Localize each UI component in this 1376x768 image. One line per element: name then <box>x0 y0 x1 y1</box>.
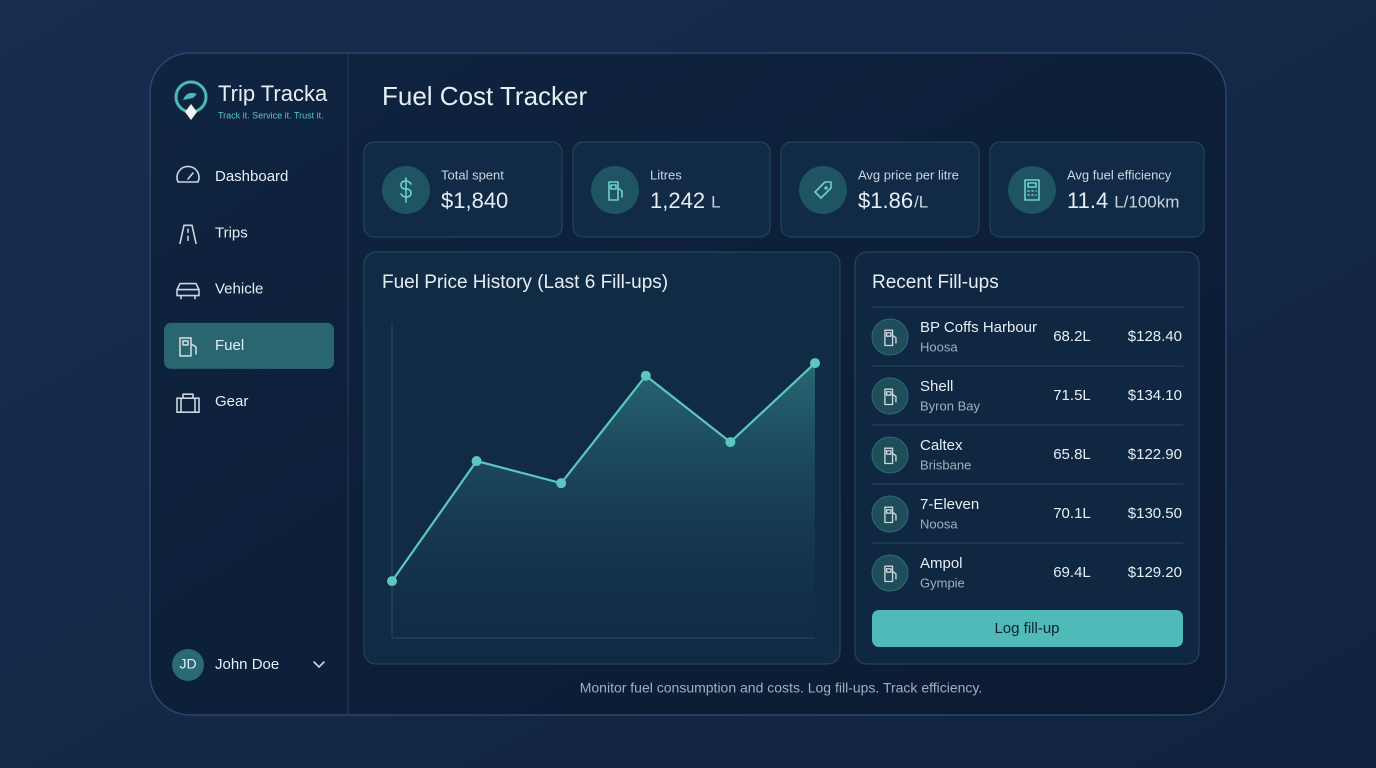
nav-icon <box>179 224 197 245</box>
row-icon-bg <box>871 554 909 592</box>
row-location: Hoosa <box>920 339 958 354</box>
stat-card <box>572 141 771 238</box>
recent-panel <box>854 251 1200 665</box>
stat-label: Total spent <box>441 167 504 182</box>
nav-icon <box>176 282 200 300</box>
row-litres: 65.8L <box>1053 446 1091 463</box>
row-station[interactable]: 7-Eleven <box>920 496 979 513</box>
stat-icon <box>608 181 623 201</box>
stat-unit: /L <box>914 192 928 211</box>
row-litres: 71.5L <box>1053 387 1091 404</box>
row-icon <box>884 565 897 583</box>
stat-value: $1.86 <box>858 188 913 213</box>
row-icon-bg <box>871 436 909 474</box>
row-icon <box>884 447 897 465</box>
row-station[interactable]: Caltex <box>920 437 963 454</box>
nav-item[interactable]: Dashboard <box>215 168 288 185</box>
chart-point <box>471 456 482 467</box>
user-menu-chevron[interactable] <box>313 661 325 668</box>
log-button[interactable] <box>872 610 1183 647</box>
row-station[interactable]: BP Coffs Harbour <box>920 319 1037 336</box>
row-litres: 68.2L <box>1053 328 1091 345</box>
stat-icon-bg <box>799 166 847 214</box>
stat-value: $1,840 <box>441 188 508 213</box>
stat-unit: L <box>711 192 720 211</box>
brand-name: Trip Tracka <box>218 81 328 106</box>
user-initials: JD <box>179 656 196 672</box>
stat-value: 1,242 <box>650 188 705 213</box>
stat-icon-bg <box>1008 166 1056 214</box>
row-cost: $134.10 <box>1128 387 1182 404</box>
stat-icon <box>1024 179 1040 201</box>
row-icon <box>884 329 897 347</box>
brand-tagline: Track it. Service it. Trust it. <box>218 110 324 120</box>
nav-item[interactable]: Gear <box>215 393 248 410</box>
row-location: Byron Bay <box>920 398 980 413</box>
chart-point <box>556 478 567 489</box>
row-litres: 70.1L <box>1053 505 1091 522</box>
stat-unit: L/100km <box>1114 192 1179 211</box>
chart-title: Fuel Price History (Last 6 Fill-ups) <box>382 272 668 293</box>
row-station[interactable]: Ampol <box>920 555 963 572</box>
row-icon-bg <box>871 318 909 356</box>
nav-item[interactable]: Vehicle <box>215 281 263 298</box>
row-location: Noosa <box>920 516 958 531</box>
row-station[interactable]: Shell <box>920 378 953 395</box>
stat-label: Avg price per litre <box>858 167 959 182</box>
stat-card <box>363 141 563 238</box>
chart-line <box>391 362 816 582</box>
chart-point <box>640 370 651 381</box>
footer-text: Monitor fuel consumption and costs. Log … <box>580 680 983 696</box>
user-name[interactable]: John Doe <box>215 656 279 673</box>
nav-active-bg <box>164 322 334 369</box>
stat-card <box>989 141 1205 238</box>
row-litres: 69.4L <box>1053 564 1091 581</box>
stat-label: Litres <box>650 167 682 182</box>
user-avatar[interactable] <box>172 649 204 681</box>
nav-item[interactable]: Fuel <box>215 337 244 354</box>
stat-icon-bg <box>591 166 639 214</box>
row-icon-bg <box>871 495 909 533</box>
stat-icon <box>400 177 412 203</box>
page-title: Fuel Cost Tracker <box>382 81 588 111</box>
stat-card <box>780 141 980 238</box>
chart-point <box>810 358 820 369</box>
row-icon <box>884 388 897 406</box>
row-cost: $122.90 <box>1128 446 1182 463</box>
row-cost: $128.40 <box>1128 328 1182 345</box>
log-button-label[interactable]: Log fill-up <box>994 620 1059 637</box>
nav-item[interactable]: Trips <box>215 224 248 241</box>
nav-icon <box>176 393 200 414</box>
stat-icon <box>814 181 832 199</box>
recent-title: Recent Fill-ups <box>872 272 999 293</box>
row-cost: $130.50 <box>1128 505 1182 522</box>
row-location: Gympie <box>920 575 965 590</box>
row-icon-bg <box>871 377 909 415</box>
chart-area <box>392 363 815 638</box>
nav-icon <box>179 337 197 357</box>
stat-label: Avg fuel efficiency <box>1067 167 1172 182</box>
row-icon <box>884 506 897 524</box>
chart-point <box>725 437 736 448</box>
chart-point <box>387 576 397 587</box>
row-cost: $129.20 <box>1128 564 1182 581</box>
stat-value: 11.4 <box>1067 188 1108 213</box>
row-location: Brisbane <box>920 457 971 472</box>
nav-icon <box>176 165 200 183</box>
brand-logo <box>174 80 208 120</box>
